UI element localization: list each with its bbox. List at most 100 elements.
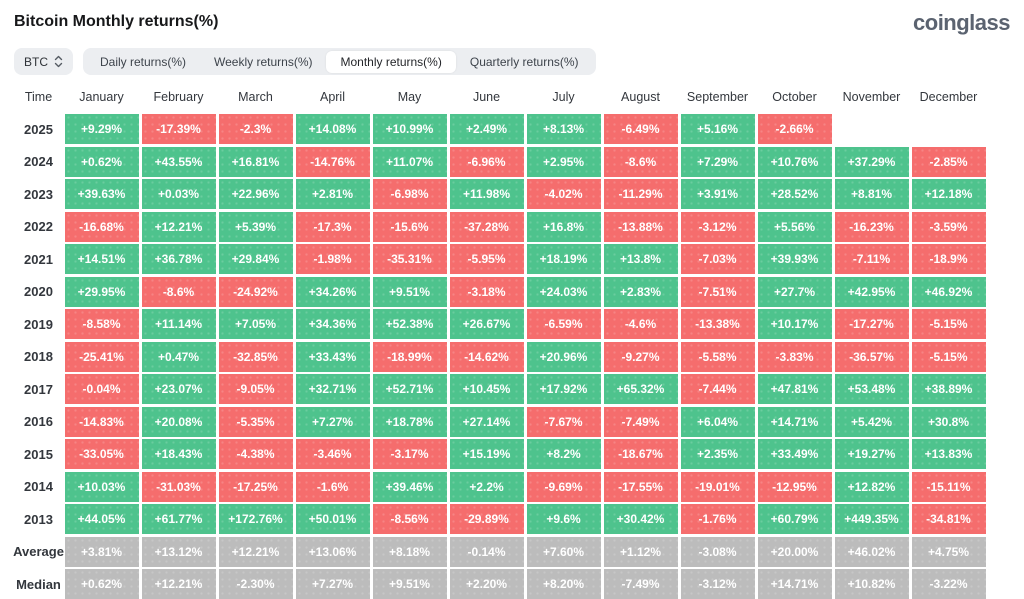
return-cell: +20.08% [141,406,216,437]
column-header-month: June [472,90,501,104]
return-cell: -6.59% [526,309,601,339]
column-header-month: January [79,90,124,104]
return-cell: +43.55% [141,146,216,177]
return-cell: +19.27% [834,439,909,469]
return-cell: +2.49% [449,114,524,144]
return-cell: +13.06% [295,536,370,567]
return-cell: +13.83% [911,439,986,469]
tab-daily-returns[interactable]: Daily returns(%) [100,54,187,69]
table-row: 2014 +10.03% -31.03% -17.25% -1.6% +39.46% +2.… [14,471,1010,502]
return-cell: -17.25% [218,471,293,502]
return-cell: +23.07% [141,374,216,404]
return-cell: +2.35% [680,439,755,469]
return-cell: -35.31% [372,244,447,274]
column-header-month: March [238,90,273,104]
return-cell: +46.92% [911,276,986,307]
return-cell: +9.29% [64,114,139,144]
return-cell: -7.44% [680,374,755,404]
row-label: 2021 [24,251,53,267]
return-cell: +1.12% [603,536,678,567]
return-cell: -12.95% [757,471,832,502]
return-cell: -5.15% [911,341,986,372]
return-cell: +18.19% [526,244,601,274]
return-cell: +24.03% [526,276,601,307]
return-cell: +12.21% [218,536,293,567]
return-cell: +10.17% [757,309,832,339]
return-cell: -24.92% [218,276,293,307]
column-header-month: September [686,90,749,104]
tab-quarterly-returns[interactable]: Quarterly returns(%) [469,54,579,69]
return-cell: +9.6% [526,504,601,534]
column-header-month: July [552,90,575,104]
return-cell: +27.7% [757,276,832,307]
return-cell: +7.27% [295,569,370,599]
return-cell: +15.19% [449,439,524,469]
row-label: 2022 [24,219,53,234]
table-row: 2024 +0.62% +43.55% +16.81% -14.76% +11.07% -6… [14,146,1010,177]
return-cell: +5.39% [218,211,293,242]
table-row: 2023 +39.63% +0.03% +22.96% +2.81% -6.98% +11.… [14,179,1010,209]
return-cell: +11.07% [372,146,447,177]
column-header-month: November [842,90,901,104]
return-cell: -37.28% [449,211,524,242]
return-cell: +14.71% [757,406,832,437]
return-cell: +2.83% [603,276,678,307]
return-cell: +5.56% [757,211,832,242]
return-cell: -29.89% [449,504,524,534]
return-cell: -2.30% [218,569,293,599]
return-cell: +0.03% [141,179,216,209]
return-cell: -5.35% [218,406,293,437]
row-label: 2025 [24,121,53,137]
return-cell: +5.16% [680,114,755,144]
return-cell: -31.03% [141,471,216,502]
return-cell: +9.51% [372,569,447,599]
return-cell: +10.03% [64,471,139,502]
return-cell: +39.63% [64,179,139,209]
return-cell: -3.46% [295,439,370,469]
table-row: 2017 -0.04% +23.07% -9.05% +32.71% +52.71% +10… [14,374,1010,404]
table-row: 2020 +29.95% -8.6% -24.92% +34.26% +9.51% -3.1… [14,276,1010,307]
return-cell: -17.39% [141,114,216,144]
return-cell: +53.48% [834,374,909,404]
return-cell: +27.14% [449,406,524,437]
return-cell: -0.04% [64,374,139,404]
return-cell: -8.6% [141,276,216,307]
tab-weekly-returns[interactable]: Weekly returns(%) [214,54,313,69]
return-cell: +60.79% [757,504,832,534]
return-cell: +7.27% [295,406,370,437]
return-cell: +29.95% [64,276,139,307]
return-cell: +8.2% [526,439,601,469]
return-cell: -3.12% [680,211,755,242]
return-cell: +32.71% [295,374,370,404]
return-cell: +18.43% [141,439,216,469]
return-cell: -0.14% [449,536,524,567]
row-label: 2013 [24,511,53,527]
return-cell: -4.02% [526,179,601,209]
return-cell: -2.66% [757,114,832,144]
return-cell: +12.18% [911,179,986,209]
return-cell: +8.18% [372,536,447,567]
return-cell: +46.02% [834,536,909,567]
return-cell: -8.58% [64,309,139,339]
return-cell: -2.85% [911,146,986,177]
row-label: 2018 [24,349,53,364]
return-cell: +50.01% [295,504,370,534]
return-cell: +33.43% [295,341,370,372]
return-cell: +47.81% [757,374,832,404]
return-cell [912,114,986,144]
return-cell: -18.67% [603,439,678,469]
return-cell: -9.05% [218,374,293,404]
return-cell: +7.29% [680,146,755,177]
tab-monthly-returns[interactable]: Monthly returns(%) [326,50,456,73]
return-cell: -14.83% [64,406,139,437]
table-row: 2021 +14.51% +36.78% +29.84% -1.98% -35.31% -5… [14,244,1010,274]
return-cell: -11.29% [603,179,678,209]
symbol-selector[interactable]: BTC [14,48,73,75]
row-label: Average [13,544,64,559]
return-cell: +8.13% [526,114,601,144]
page-title: Bitcoin Monthly returns(%) [14,13,219,30]
table-row: 2019 -8.58% +11.14% +7.05% +34.36% +52.38% +26… [14,309,1010,339]
return-cell: -8.6% [603,146,678,177]
return-cell: -3.83% [757,341,832,372]
